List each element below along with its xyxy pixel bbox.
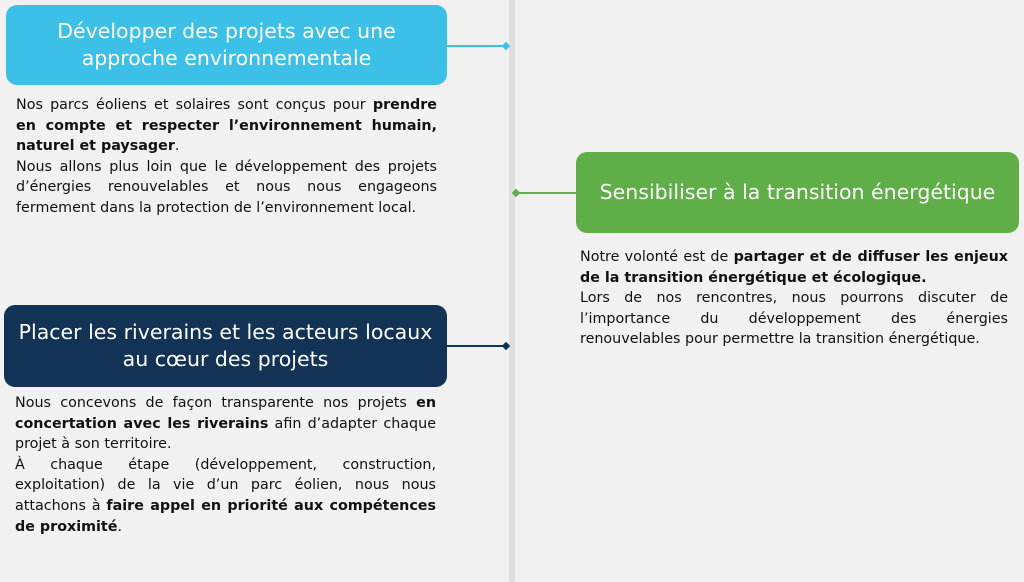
text: Notre volonté est de [580,249,734,265]
paragraph: À chaque étape (développement, construct… [15,455,436,537]
paragraph: Nous allons plus loin que le développeme… [16,157,437,219]
section-body-transition: Notre volonté est de partager et de diff… [580,247,1008,350]
paragraph: Notre volonté est de partager et de diff… [580,247,1008,288]
section-title-environment: Développer des projets avec une approche… [6,5,447,85]
bold-text: faire appel en priorité aux compétences … [15,497,436,535]
timeline-axis [509,0,515,582]
text: . [117,518,123,535]
text: . [174,138,180,155]
text: À chaque étape (développement, construct… [15,456,436,514]
bold-text: prendre en compte et respecter l’environ… [16,97,437,155]
text: Nous allons plus loin que le développeme… [16,158,437,216]
text: Lors de nos rencontres, nous pourrons di… [580,290,1008,348]
section-title-local-actors: Placer les riverains et les acteurs loca… [4,305,447,387]
bold-text: en concertation avec les riverains [15,395,436,432]
section-body-local-actors: Nous concevons de façon transparente nos… [15,393,436,537]
paragraph: Lors de nos rencontres, nous pourrons di… [580,288,1008,350]
paragraph: Nous concevons de façon transparente nos… [15,393,436,455]
connector-line [517,192,576,194]
section-title-transition: Sensibiliser à la transition énergétique [576,152,1019,233]
section-body-environment: Nos parcs éoliens et solaires sont conçu… [16,95,437,219]
text: Nous concevons de façon transparente nos… [15,395,417,411]
connector-line [447,345,505,347]
text: Nos parcs éoliens et solaires sont conçu… [16,97,373,113]
text: afin d’adapter chaque projet à son terri… [15,415,436,453]
bold-text: partager et de diffuser les enjeux de la… [580,249,1009,286]
paragraph: Nos parcs éoliens et solaires sont conçu… [16,95,437,157]
connector-line [447,45,505,47]
